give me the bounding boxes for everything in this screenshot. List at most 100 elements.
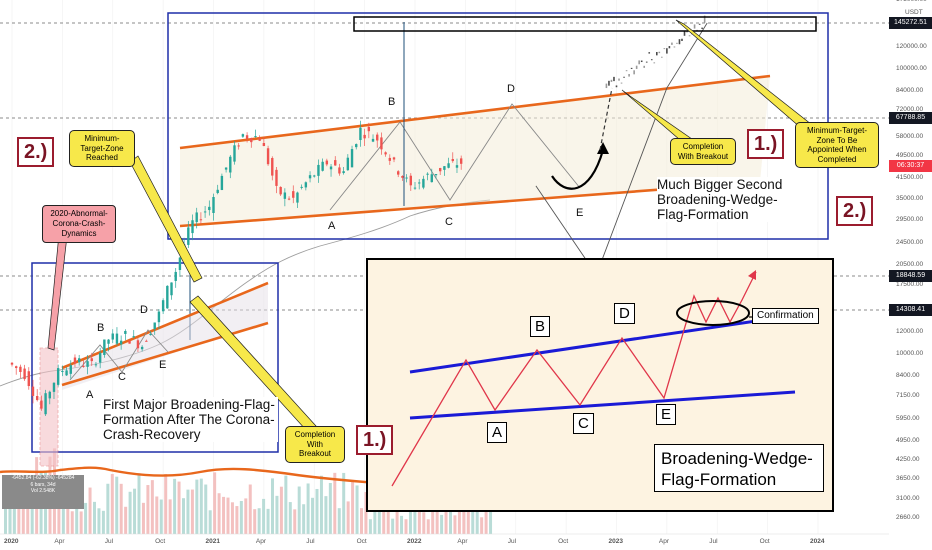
candle (145, 340, 148, 342)
projected-candle (613, 76, 615, 82)
candle (367, 126, 371, 132)
projected-candle (703, 15, 706, 23)
candle (413, 187, 417, 189)
candle (384, 152, 387, 155)
projected-candle (666, 48, 668, 54)
x-tick-label: Jul (507, 538, 517, 545)
volume-bar (275, 495, 279, 534)
volume-bar (66, 485, 70, 534)
stats-line-1: -6452.84 (-62.38%) -645284 (11, 475, 75, 481)
projected-candle (640, 60, 643, 63)
volume-bar (257, 508, 261, 534)
y-tick-label: 5950.00 (896, 414, 920, 422)
volume-bar (319, 475, 323, 534)
candle (434, 174, 438, 176)
inset-zigzag (391, 271, 757, 487)
volume-bar (226, 497, 230, 534)
volume-bar (355, 485, 359, 534)
formation-1-lower-line (61, 321, 269, 387)
inset-title: Broadening-Wedge-Flag-Formation (654, 444, 824, 492)
candle (241, 134, 245, 137)
volume-bar (8, 489, 12, 534)
candle (187, 227, 190, 245)
candle (279, 186, 282, 195)
volume-bar (88, 487, 92, 534)
volume-bar (422, 512, 426, 534)
volume-bar (391, 518, 395, 534)
candle (170, 282, 173, 296)
projected-candle (661, 56, 663, 58)
volume-bar (146, 485, 150, 534)
candle (153, 322, 156, 330)
projection-dashed (599, 87, 613, 151)
candle (401, 176, 404, 178)
y-tick-label: 84000.00 (896, 86, 924, 94)
projected-candle (681, 38, 683, 41)
candle (115, 333, 119, 344)
inset-lower-line (409, 390, 796, 420)
volume-bar (382, 496, 386, 534)
stats-line-2: 6 bars, 34d (30, 481, 56, 488)
candle (350, 149, 354, 168)
volume-bar (306, 483, 310, 534)
candle (23, 368, 26, 380)
candle (212, 196, 215, 213)
y-tick-label: 100000.00 (896, 65, 927, 73)
volume-bar (271, 478, 274, 534)
candle (237, 145, 240, 147)
candle (10, 362, 14, 365)
candle (140, 346, 144, 350)
projected-candle (686, 31, 688, 33)
y-tick-label: 12000.00 (896, 327, 924, 335)
y-tick-label: 7150.00 (896, 391, 920, 399)
volume-bar (84, 502, 88, 534)
projected-candle (630, 67, 633, 69)
formation-1-fill (62, 282, 268, 390)
volume-bar (155, 496, 159, 534)
x-tick-label: Oct (356, 538, 367, 545)
candle (111, 333, 114, 340)
volume-bar (190, 489, 194, 534)
formation-1-frame (31, 262, 279, 453)
formation-2-zigzag (329, 103, 581, 211)
candle (52, 382, 56, 392)
candle (363, 134, 366, 139)
candle (359, 127, 362, 141)
inset-confirmation-label: Confirmation (752, 308, 819, 324)
volume-bar (26, 491, 30, 534)
projected-candle (605, 83, 608, 89)
projected-candle (688, 35, 691, 37)
volume-bar (186, 489, 190, 534)
volume-bar (333, 472, 337, 534)
y-tick-label: 8400.00 (896, 371, 920, 379)
candle (107, 339, 110, 344)
candle (459, 158, 463, 164)
candle (48, 391, 51, 399)
volume-bar (453, 515, 457, 534)
candle (304, 182, 308, 188)
projected-candle (656, 51, 658, 56)
volume-bar (360, 508, 363, 534)
y-tick-label: 41500.00 (896, 174, 924, 182)
volume-bar (253, 509, 257, 534)
volume-bar (489, 491, 493, 534)
projected-candle (610, 79, 613, 82)
candle (371, 138, 375, 142)
tag-2-left: 2.) (17, 137, 55, 167)
volume-bar (230, 502, 234, 534)
formation-2-upper-line (179, 74, 771, 150)
volume-bar (351, 480, 355, 534)
y-tick-label: 175000.00 (896, 0, 927, 3)
candle (229, 156, 232, 173)
volume-bar (484, 503, 488, 534)
volume-bar (137, 473, 141, 534)
note-completion-left: Completion With Breakout (285, 426, 345, 463)
formation-1-upper-line (61, 281, 269, 370)
inset-point-c: C (573, 413, 594, 434)
volume-bar (413, 501, 417, 534)
candle (174, 271, 177, 281)
projected-candle (620, 82, 623, 84)
second-formation-label: Much Bigger Second Broadening-Wedge-Flag… (657, 177, 807, 222)
candle (380, 137, 383, 150)
candle (325, 160, 329, 165)
